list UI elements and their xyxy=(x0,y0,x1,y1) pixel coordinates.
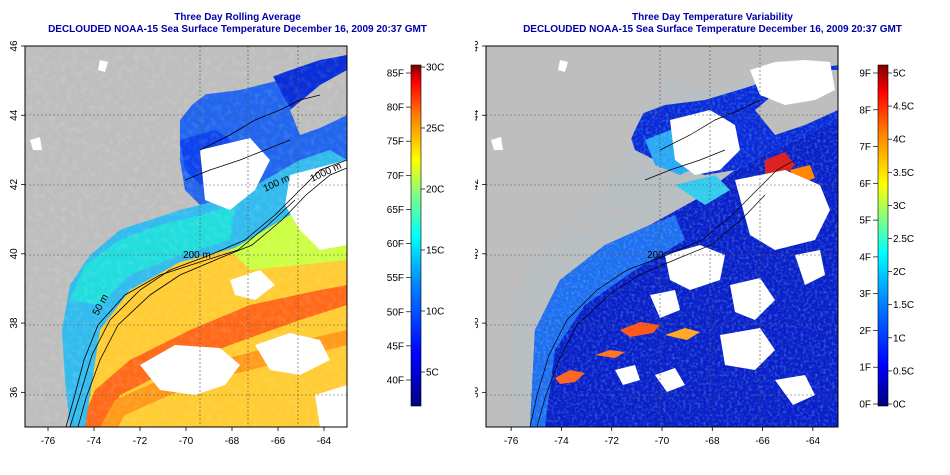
left-colorbar-c-label: 30C xyxy=(426,63,444,74)
right-x-axis: -76 -74 -72 -70 -68 -66 -64 xyxy=(504,427,821,447)
right-colorbar-c-label: 3C xyxy=(893,201,906,212)
left-x-tick-label: -76 xyxy=(41,436,56,447)
left-x-tick-label: -72 xyxy=(133,436,148,447)
left-y-tick-label: 44 xyxy=(9,109,20,121)
left-x-tick-label: -74 xyxy=(87,436,102,447)
left-y-axis: 36 38 40 42 44 46 xyxy=(9,40,25,398)
left-y-tick-label: 38 xyxy=(9,317,20,329)
right-colorbar-c-label: 5C xyxy=(893,69,906,80)
right-contour-label-200: 200 xyxy=(647,250,664,261)
left-title: Three Day Rolling Average xyxy=(174,12,301,23)
left-y-tick-label: 46 xyxy=(9,40,20,52)
left-x-tick-label: -66 xyxy=(271,436,286,447)
left-x-tick-label: -68 xyxy=(225,436,240,447)
left-colorbar-f-label: 65F xyxy=(387,205,404,216)
left-colorbar-c-label: 10C xyxy=(426,307,444,318)
left-contour-label-200: 200 m xyxy=(183,250,211,261)
right-y-axis: 36 38 40 42 44 46 xyxy=(475,40,486,398)
right-colorbar-f-label: 5F xyxy=(859,216,871,227)
right-x-tick-label: -68 xyxy=(705,436,720,447)
left-map: 200 m 50 m 100 m 1000 m -76 -74 -72 -70 -68-… xyxy=(9,40,444,447)
left-colorbar-f-label: 70F xyxy=(387,171,404,182)
right-colorbar-c-label: 0.5C xyxy=(893,366,914,377)
left-subtitle: DECLOUDED NOAA-15 Sea Surface Temperatur… xyxy=(48,24,427,35)
right-y-tick-label: 38 xyxy=(475,317,481,329)
left-colorbar-f-label: 55F xyxy=(387,273,404,284)
left-colorbar-f-label: 50F xyxy=(387,307,404,318)
right-colorbar-f-label: 9F xyxy=(859,69,871,80)
right-x-tick-label: -76 xyxy=(504,436,519,447)
left-colorbar-f-labels: 85F 80F 75F 70F 65F 60F 55F 50F 45F 40F xyxy=(387,69,411,387)
right-colorbar-c-label: 3.5C xyxy=(893,168,914,179)
right-colorbar-f-label: 0F xyxy=(859,400,871,411)
right-y-tick-label: 40 xyxy=(475,248,481,260)
right-x-tick-label: -64 xyxy=(806,436,821,447)
right-colorbar-c-labels: 5C 4.5C 4C 3.5C 3C 2.5C 2C 1.5C 1C 0.5C 0C xyxy=(888,69,914,411)
right-title: Three Day Temperature Variability xyxy=(632,12,793,23)
left-x-tick-label: -70 xyxy=(179,436,194,447)
left-colorbar-c-label: 25C xyxy=(426,124,444,135)
left-colorbar-f-label: 75F xyxy=(387,137,404,148)
right-x-tick-label: -74 xyxy=(554,436,569,447)
right-colorbar-f-label: 1F xyxy=(859,363,871,374)
right-colorbar-c-label: 1.5C xyxy=(893,300,914,311)
left-colorbar-f-label: 85F xyxy=(387,69,404,80)
right-colorbar-c-label: 0C xyxy=(893,400,906,411)
left-colorbar xyxy=(410,64,422,407)
right-colorbar-f-label: 2F xyxy=(859,326,871,337)
right-colorbar-f-label: 7F xyxy=(859,142,871,153)
left-colorbar-f-label: 80F xyxy=(387,103,404,114)
left-colorbar-f-label: 60F xyxy=(387,239,404,250)
right-colorbar-f-label: 6F xyxy=(859,179,871,190)
right-panel: Three Day Temperature Variability DECLOU… xyxy=(475,0,950,475)
left-colorbar-f-label: 45F xyxy=(387,341,404,352)
right-colorbar-f-labels: 9F 8F 7F 6F 5F 4F 3F 2F 1F 0F xyxy=(859,69,878,411)
left-x-axis: -76 -74 -72 -70 -68 -66 -64 xyxy=(41,427,332,447)
right-colorbar-f-label: 8F xyxy=(859,105,871,116)
left-y-tick-label: 36 xyxy=(9,386,20,398)
left-colorbar-c-label: 5C xyxy=(426,368,439,379)
right-colorbar-c-label: 1C xyxy=(893,333,906,344)
left-colorbar-c-labels: 30C 25C 20C 15C 10C 5C xyxy=(421,63,444,379)
right-colorbar-f-label: 3F xyxy=(859,289,871,300)
right-map: 200 -76 -74 -72 -70 -68 -66 -64 36 38 40 42 44 46 9… xyxy=(475,40,914,447)
right-y-tick-label: 36 xyxy=(475,386,481,398)
right-y-tick-label: 46 xyxy=(475,40,481,52)
right-colorbar-c-label: 2.5C xyxy=(893,234,914,245)
right-x-tick-label: -70 xyxy=(655,436,670,447)
right-colorbar-f-label: 4F xyxy=(859,252,871,263)
right-x-tick-label: -66 xyxy=(755,436,770,447)
left-colorbar-c-label: 15C xyxy=(426,246,444,257)
left-x-tick-label: -64 xyxy=(317,436,332,447)
left-colorbar-c-label: 20C xyxy=(426,185,444,196)
left-panel: Three Day Rolling Average DECLOUDED NOAA… xyxy=(9,12,444,447)
right-x-tick-label: -72 xyxy=(604,436,619,447)
right-y-tick-label: 42 xyxy=(475,179,481,191)
right-subtitle: DECLOUDED NOAA-15 Sea Surface Temperatur… xyxy=(523,24,902,35)
left-y-tick-label: 42 xyxy=(9,179,20,191)
right-colorbar-c-label: 4.5C xyxy=(893,102,914,113)
right-y-tick-label: 44 xyxy=(475,109,481,121)
right-colorbar-c-label: 4C xyxy=(893,135,906,146)
left-y-tick-label: 40 xyxy=(9,248,20,260)
right-colorbar xyxy=(877,64,889,407)
right-colorbar-c-label: 2C xyxy=(893,267,906,278)
left-colorbar-f-label: 40F xyxy=(387,376,404,387)
